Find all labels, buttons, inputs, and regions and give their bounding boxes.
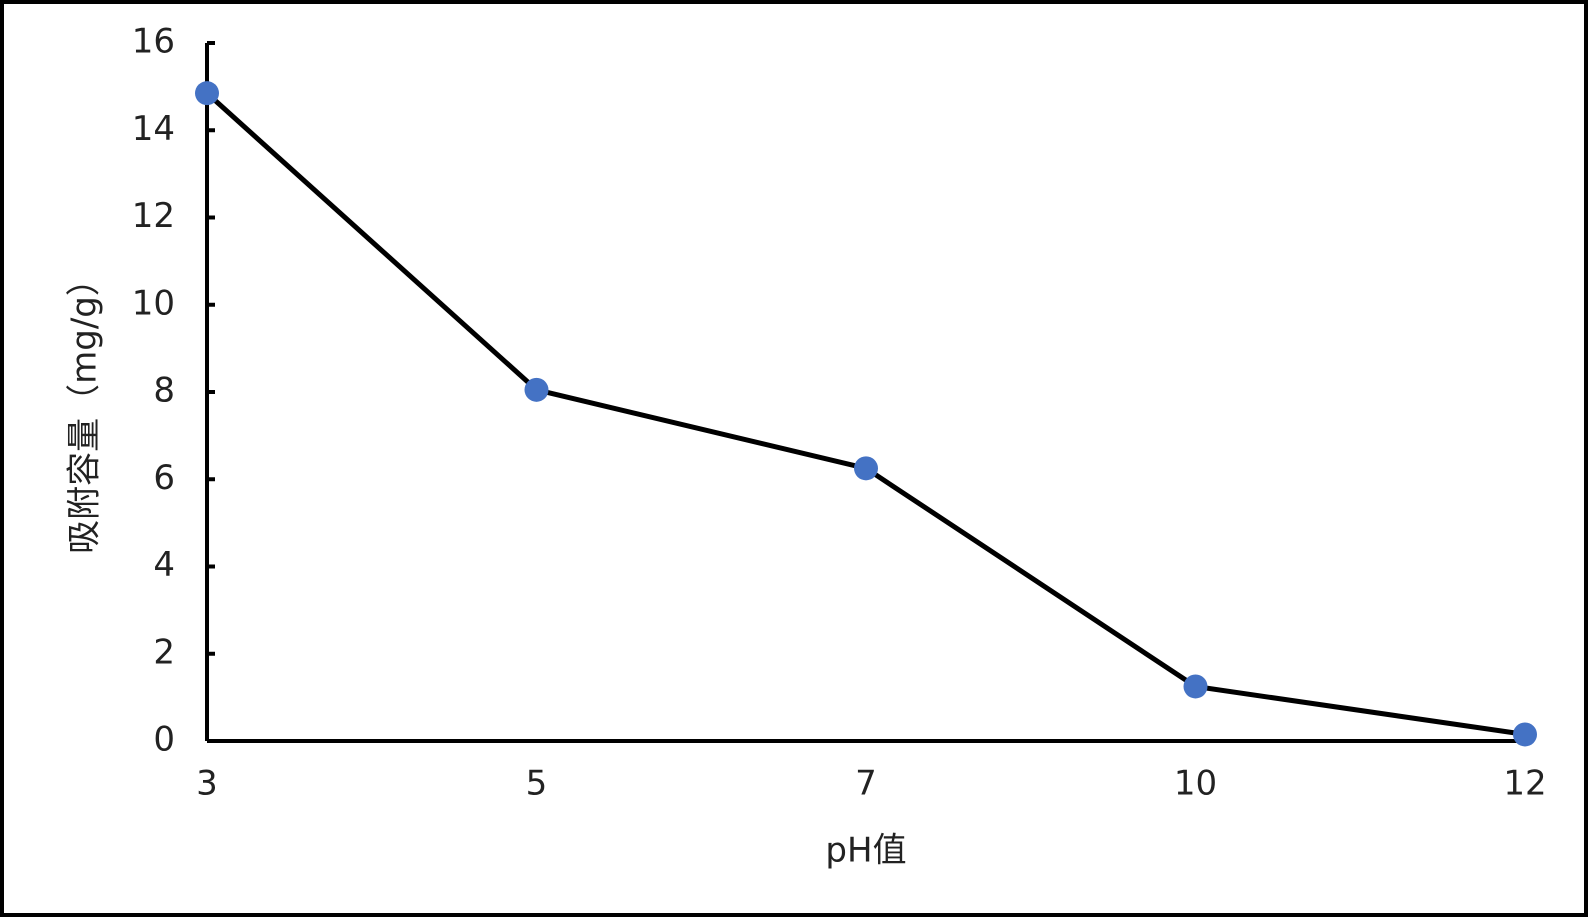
data-point (1183, 674, 1208, 699)
y-tick-label: 6 (153, 458, 175, 498)
data-point (1513, 722, 1537, 747)
x-tick-label: 3 (196, 764, 218, 804)
data-point (195, 81, 219, 106)
data-point (524, 377, 549, 402)
y-tick-label: 0 (153, 720, 175, 760)
y-tick-label: 12 (132, 196, 175, 236)
y-tick-label: 10 (132, 283, 175, 323)
x-tick-label: 7 (855, 764, 877, 804)
y-axis-title: 吸附容量（mg/g） (65, 262, 105, 554)
y-tick-label: 16 (132, 22, 175, 62)
x-tick-label: 12 (1503, 764, 1546, 804)
y-tick-label: 2 (153, 632, 175, 672)
x-axis-title: pH值 (825, 831, 906, 871)
y-tick-label: 14 (132, 109, 175, 149)
x-tick-label: 5 (526, 764, 548, 804)
y-tick-label: 4 (153, 545, 175, 585)
y-tick-label: 8 (153, 371, 175, 411)
x-tick-label: 10 (1174, 764, 1217, 804)
data-point (854, 456, 878, 481)
